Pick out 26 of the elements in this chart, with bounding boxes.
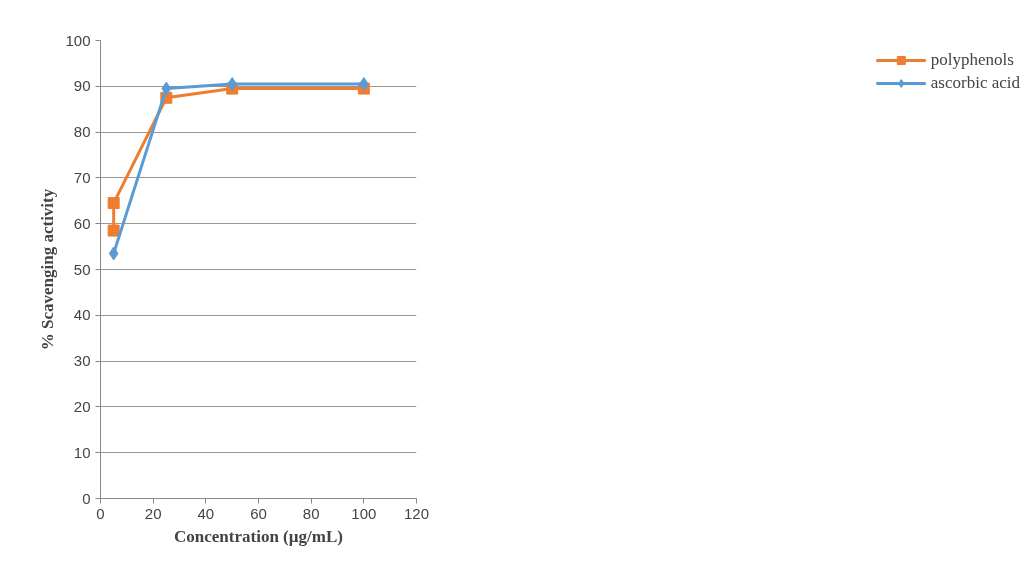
y-tick-label: 10 — [73, 443, 91, 461]
y-tick-label: 30 — [73, 352, 91, 370]
y-tick-label: 0 — [82, 489, 91, 507]
y-tick-label: 40 — [73, 306, 91, 324]
x-tick-label: 80 — [302, 504, 320, 522]
point — [107, 197, 120, 210]
x-tick-label: 20 — [144, 504, 162, 522]
point — [107, 224, 120, 237]
point — [108, 246, 119, 261]
x-tick-label: 100 — [351, 504, 377, 522]
y-axis-title: % Scavenging activity — [38, 188, 58, 351]
y-tick-label: 80 — [73, 123, 91, 141]
legend-label: polyphenols — [930, 50, 1014, 70]
x-tick-label: 40 — [197, 504, 215, 522]
x-axis-title: Concentration (µg/mL) — [174, 526, 343, 546]
y-tick-label: 70 — [73, 168, 91, 186]
y-tick-label: 100 — [65, 31, 91, 49]
y-tick-label: 90 — [73, 77, 91, 95]
x-tick-label: 120 — [403, 504, 430, 522]
x-tick-label: 60 — [250, 504, 267, 522]
y-tick-label: 60 — [73, 214, 91, 232]
legend-label: ascorbic acid — [930, 73, 1020, 93]
x-tick-label: 0 — [96, 504, 105, 522]
y-tick-label: 50 — [73, 260, 91, 278]
point — [161, 81, 172, 96]
y-tick-label: 20 — [73, 397, 91, 415]
